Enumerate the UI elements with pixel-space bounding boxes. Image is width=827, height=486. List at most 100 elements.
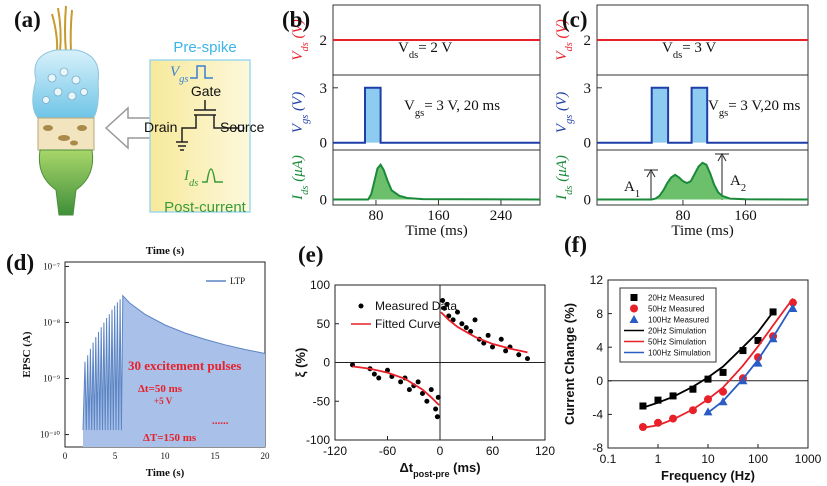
marker [446, 313, 452, 319]
marker [440, 298, 446, 303]
marker [719, 368, 727, 376]
x-axis-label: Time (s) [146, 467, 185, 479]
annotation: A1 [624, 179, 640, 200]
marker [525, 356, 530, 362]
marker [739, 347, 747, 355]
axon [51, 5, 73, 53]
x-tick-label: 100 [748, 452, 768, 466]
annotation: A2 [730, 173, 746, 194]
annotation: Vds= 2 V [398, 40, 452, 61]
legend-label: Measured Data [375, 299, 457, 313]
text-part: V [170, 64, 181, 80]
marker [472, 317, 478, 323]
x-tick-label: 0 [63, 451, 68, 461]
y-tick-label: 0 [584, 193, 592, 209]
pre-spike-label: Pre-spike [173, 39, 236, 56]
x-axis-label: Δtpost-pre (ms) [399, 460, 480, 479]
marker [503, 348, 509, 354]
illustration: (a) Pre-spike Vgs Gate Drain Source Ids … [14, 5, 265, 216]
marker [358, 303, 364, 309]
terminal [237, 124, 245, 132]
legend-label: 100Hz Measured [648, 315, 709, 324]
y-tick-label: 100 [310, 278, 330, 292]
post-current-label: Post-current [164, 199, 247, 216]
annotation: Δt=50 ms [138, 383, 183, 395]
subscript: gs [300, 115, 311, 124]
area-fill [597, 162, 808, 200]
y-tick-label: 50 [317, 317, 331, 331]
subscript: 1 [635, 189, 640, 200]
series-line [707, 304, 794, 414]
marker [753, 358, 763, 367]
source-label: Source [220, 119, 265, 135]
y-axis-label: Vgs (V) [290, 92, 311, 133]
text-part: (V) [554, 92, 570, 115]
subscript: ds [300, 186, 311, 195]
text-part: = 3 V [682, 40, 716, 56]
subscript: ds [564, 186, 575, 195]
y-axis-label: Ids (μA) [554, 155, 575, 201]
text-part: (V) [290, 19, 306, 42]
y-tick-label: 0 [596, 374, 603, 388]
marker [441, 305, 447, 311]
legend-label: 50Hz Measured [648, 304, 704, 313]
series-line [597, 86, 808, 144]
subscript: gs [564, 115, 575, 124]
series-line [352, 311, 528, 406]
y-tick-label: 10⁻⁸ [43, 318, 60, 328]
x-tick-label: 60 [486, 444, 500, 458]
marker [490, 344, 495, 350]
text-part: I [290, 194, 306, 201]
marker [376, 375, 382, 381]
marker [435, 394, 441, 400]
x-tick-label: 80 [368, 208, 383, 224]
marker [639, 402, 647, 410]
gate-label: Gate [191, 83, 222, 99]
legend-label: LTP [230, 276, 245, 286]
panel-frame [332, 149, 541, 206]
text-part: (ms) [450, 460, 481, 475]
area-fill [333, 164, 540, 200]
pulse-icon [190, 65, 213, 79]
postsynaptic [38, 149, 94, 216]
transistor [176, 100, 238, 151]
subscript: ds [189, 178, 198, 189]
x-tick-label: -120 [323, 444, 347, 458]
legend-label: 20Hz Measured [648, 293, 704, 302]
panel-label: (d) [6, 250, 34, 275]
y-axis-label: Vds (V) [290, 19, 311, 60]
x-tick-label: 1 [655, 452, 662, 466]
x-tick-label: -60 [379, 444, 397, 458]
series-line [333, 162, 541, 201]
x-tick-label: 10 [161, 451, 171, 461]
annotation: +5 V [154, 396, 173, 406]
series-line [82, 294, 266, 431]
marker [444, 301, 450, 307]
subscript: ds [564, 42, 575, 51]
annotation: Vgs= 3 V, 20 ms [404, 98, 500, 119]
y-axis-label: Vgs (V) [554, 92, 575, 133]
y-tick-label: -4 [592, 408, 603, 422]
ids-label: Ids [183, 168, 198, 189]
text-part: V [290, 122, 306, 133]
text-part: V [554, 122, 570, 133]
y-tick-label: 12 [590, 273, 604, 287]
legend-label: 50Hz Simulation [648, 337, 706, 346]
y-axis-label: Current Change (%) [562, 303, 577, 425]
x-tick-label: 5 [113, 451, 118, 461]
series-line [333, 86, 540, 144]
marker [433, 406, 439, 412]
y-tick-label: 2 [320, 33, 328, 49]
y-tick-label: -50 [313, 394, 331, 408]
panel-frame [596, 149, 809, 206]
drain-label: Drain [144, 119, 177, 135]
marker [406, 387, 412, 393]
x-axis-label: Time (ms) [405, 223, 467, 239]
y-tick-label: 10⁻⁷ [43, 262, 60, 272]
x-tick-label: 240 [490, 208, 513, 224]
text-part: V [662, 40, 673, 56]
y-tick-label: 0 [323, 356, 330, 370]
text-part: (V) [290, 92, 306, 115]
text-part: Δt [399, 460, 413, 475]
area-fill [597, 87, 808, 143]
